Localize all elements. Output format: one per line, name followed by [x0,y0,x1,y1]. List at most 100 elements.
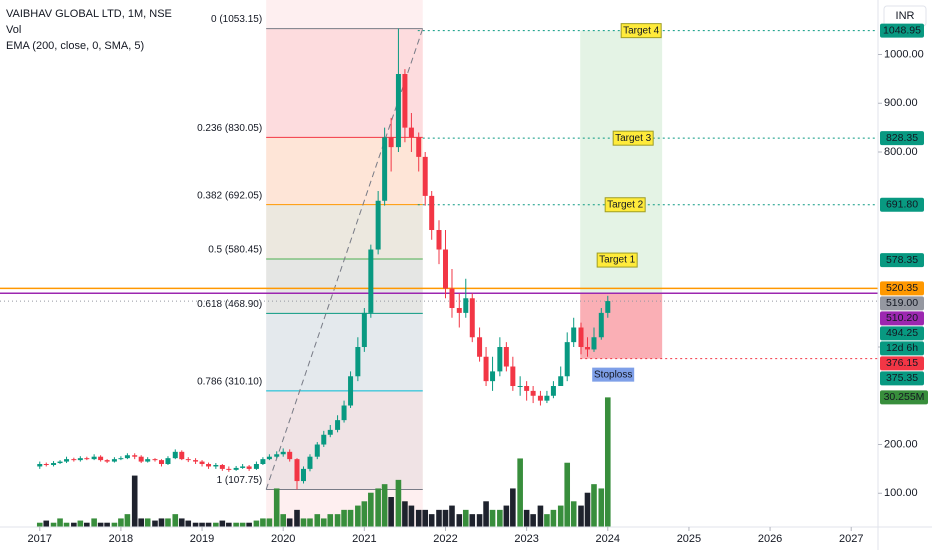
fib-band [266,137,423,205]
target-label-box [612,130,654,146]
y-tick-label: 200.00 [884,438,918,450]
volume-bar [347,509,354,527]
x-tick-label: 2020 [271,533,295,545]
target-label-box [620,23,662,39]
candle-body [429,195,435,231]
price-badge-label: 691.80 [886,199,918,211]
volume-badge-label: 30.255M [884,391,925,403]
candle-body [266,456,272,460]
candle-body [84,458,90,460]
candle-body [402,74,408,128]
fib-label: 0.786 (310.10) [197,376,262,387]
candle-body [571,327,577,343]
volume-bar [314,514,321,527]
candle-body [524,386,530,391]
volume-bar [43,520,50,527]
volume-bar [273,488,280,527]
candle-body [558,376,564,387]
candle-body [584,347,590,350]
currency[interactable]: INR [896,10,915,22]
volume-bar [239,522,246,527]
candle-body [321,434,327,445]
price-badge [880,356,924,371]
volume-bar [300,518,307,527]
x-tick-label: 2024 [596,533,620,545]
volume-bar [178,518,185,527]
candle-body [483,356,489,382]
stop-label-box [592,367,635,382]
x-tick-label: 2018 [109,533,133,545]
volume-bar [246,522,252,527]
volume-bar [172,514,179,527]
volume-bar [341,509,347,527]
price-badge-label: 578.35 [886,254,918,266]
volume-bar [510,488,516,527]
y-tick-label: 800.00 [884,146,918,158]
volume-bar [428,514,435,527]
candle-body [469,298,475,338]
fib-label: 0.618 (468.90) [197,299,262,310]
volume-bar [517,458,523,527]
price-badge [880,197,924,212]
candle-body [530,390,536,396]
candle-body [327,429,333,435]
volume-bar [260,518,266,527]
candle-body [477,337,483,357]
candle-body [172,451,178,459]
candle-body [550,386,556,396]
price-badge-label: 376.15 [886,357,918,369]
candle-body [300,468,306,482]
x-tick-label: 2025 [677,533,701,545]
volume-bar [36,522,43,527]
price-badge [880,311,924,326]
volume-bar [355,505,361,527]
volume-bar [598,488,605,527]
price-badge-label: 510.20 [886,312,918,324]
price-badge [880,326,924,341]
price-badge-label: 1048.95 [883,24,921,36]
countdown-badge [880,341,924,356]
candle-body [422,156,428,196]
fib-label: 0 (1053.15) [211,14,262,25]
volume-bar [422,509,429,527]
fib-band [266,259,423,314]
volume-bar [557,505,564,527]
candle-body [71,459,77,461]
volume-bar [550,509,557,527]
y-tick-label: 100.00 [884,487,918,499]
volume-bar [63,522,70,527]
candle-body [193,460,199,462]
chart-title: VAIBHAV GLOBAL LTD, 1M, NSE [6,8,172,20]
indicator-label: Vol [6,24,21,36]
price-badge [880,253,924,268]
candle-body [226,468,232,470]
volume-bar [584,492,591,527]
volume-bar [489,509,496,527]
candle-body [64,459,70,462]
candle-body [510,366,516,387]
volume-bar [165,518,171,527]
volume-bar [483,501,489,527]
volume-bar [104,522,110,527]
candle-body [307,456,313,469]
candle-body [98,456,104,461]
candle-body [442,249,448,289]
volume-bar [415,509,422,527]
fib-label: 0.382 (692.05) [197,190,262,201]
candle-body [497,347,503,372]
candle-body [124,455,130,459]
volume-bar [71,522,77,527]
volume-bar [84,522,90,527]
volume-bar [408,505,415,527]
volume-bar [388,497,394,527]
candle-body [287,451,293,460]
x-tick-label: 2027 [839,533,863,545]
volume-bar [449,505,455,527]
countdown: 12d 6h [886,342,918,354]
candle-body [260,459,266,465]
volume-bar [456,514,463,527]
y-tick-label: 900.00 [884,97,918,109]
candle-body [240,466,246,468]
volume-bar [462,509,469,527]
volume-bar [368,492,374,527]
